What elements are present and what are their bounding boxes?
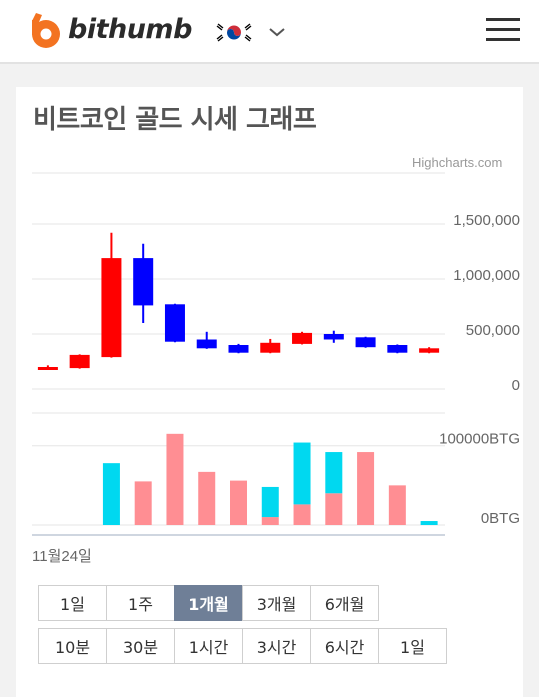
candle-body — [323, 334, 344, 340]
volume-bar — [293, 504, 311, 525]
volume-bar — [420, 521, 438, 525]
price-tick-label: 1,000,000 — [453, 267, 520, 284]
chevron-down-icon[interactable] — [268, 26, 286, 38]
volume-bar — [325, 493, 343, 525]
candle-body — [387, 345, 408, 353]
volume-bar — [357, 452, 375, 525]
price-chart-card: 비트코인 골드 시세 그래프 Highcharts.com 0 500,000 1,… — [16, 87, 523, 697]
candle-body — [69, 354, 90, 369]
hamburger-menu-icon[interactable] — [486, 18, 520, 42]
volume-tick-label: 0BTG — [481, 510, 520, 527]
range-buttons-primary: 1일 1주 1개월 3개월 6개월 — [38, 585, 379, 621]
volume-bar — [166, 433, 184, 525]
volume-bar — [102, 463, 120, 525]
volume-bar — [198, 471, 216, 525]
price-tick-label: 1,500,000 — [453, 212, 520, 229]
candle-body — [355, 337, 376, 348]
candle-body — [260, 342, 281, 353]
candle-body — [133, 258, 154, 306]
volume-bar — [293, 442, 311, 505]
volume-bar — [261, 517, 279, 525]
volume-bar — [134, 481, 152, 525]
range-button[interactable]: 30분 — [106, 628, 175, 664]
bithumb-logo-icon[interactable] — [28, 11, 62, 49]
range-button[interactable]: 6개월 — [310, 585, 379, 621]
range-button[interactable]: 1개월 — [174, 585, 243, 621]
axis-labels: 0 500,000 1,000,000 1,500,000 0BTG 100000BTG 1… — [32, 212, 520, 565]
range-buttons-interval: 10분 30분 1시간 3시간 6시간 1일 — [38, 628, 447, 664]
candle-body — [228, 345, 249, 353]
candle-body — [196, 339, 217, 349]
candle-body — [37, 367, 58, 370]
candle-body — [292, 332, 313, 344]
brand-name[interactable]: bithumb — [68, 14, 192, 45]
range-button[interactable]: 1일 — [38, 585, 107, 621]
top-header: bithumb — [0, 0, 539, 64]
range-button[interactable]: 6시간 — [310, 628, 379, 664]
range-button[interactable]: 10분 — [38, 628, 107, 664]
volume-bar — [261, 486, 279, 518]
volume-bar — [388, 485, 406, 525]
grid-lines — [32, 172, 445, 536]
candle-body — [164, 304, 185, 342]
range-button[interactable]: 3시간 — [242, 628, 311, 664]
x-tick-label: 11월24일 — [32, 548, 92, 565]
candlestick-chart: 0 500,000 1,000,000 1,500,000 0BTG 100000BTG 1… — [32, 172, 520, 565]
volume-bars — [102, 433, 438, 525]
price-tick-label: 0 — [512, 377, 520, 394]
range-button[interactable]: 3개월 — [242, 585, 311, 621]
range-button[interactable]: 1일 — [378, 628, 447, 664]
page-title: 비트코인 골드 시세 그래프 — [33, 105, 317, 135]
chart-credits[interactable]: Highcharts.com — [412, 155, 503, 170]
range-button[interactable]: 1시간 — [174, 628, 243, 664]
range-button[interactable]: 1주 — [106, 585, 175, 621]
volume-bar — [325, 452, 343, 494]
volume-bar — [230, 480, 247, 525]
price-tick-label: 500,000 — [466, 322, 520, 339]
south-korea-flag[interactable] — [215, 20, 253, 45]
candle-body — [419, 348, 440, 353]
price-candles — [37, 232, 440, 370]
candle-body — [101, 258, 122, 358]
volume-tick-label: 100000BTG — [439, 431, 520, 448]
